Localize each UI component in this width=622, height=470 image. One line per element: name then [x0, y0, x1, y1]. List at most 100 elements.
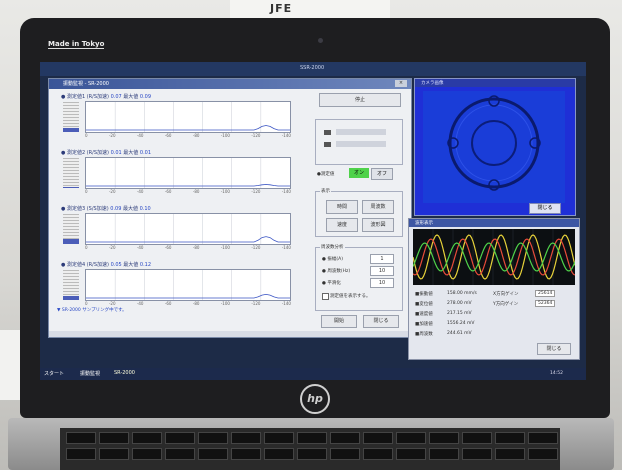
amplitude-select[interactable]: 1: [370, 254, 394, 264]
frequency-button[interactable]: 周波数: [362, 200, 394, 214]
keyboard-key: [363, 448, 393, 460]
channel-row: ● 測定値3 (S/S加速) 0.09 最大値 0.10 0 -20 -40 -60 -8…: [55, 205, 300, 261]
display-group-title: 表示: [320, 188, 331, 194]
channel-max-value: 0.01: [139, 150, 152, 156]
start-button[interactable]: 開始: [321, 315, 357, 328]
close-button[interactable]: 閉じる: [363, 315, 399, 328]
spectrum-plot: [85, 101, 291, 133]
spectrum-trace: [86, 184, 290, 187]
main-window-titlebar: 振動監視 - SR-2000 ×: [49, 79, 411, 89]
status-bar: [49, 331, 411, 337]
camera-view: [423, 91, 565, 203]
readout-value: 278.00 mV: [447, 301, 472, 306]
level-meter-fill: [63, 186, 79, 188]
checkbox-icon[interactable]: [324, 130, 331, 135]
keyboard-key: [528, 448, 558, 460]
keyboard-key: [165, 432, 195, 444]
channel-header: ● 測定値4 (R/S加速) 0.05 最大値 0.12: [61, 261, 151, 268]
keyboard-key: [462, 432, 492, 444]
level-meter: [63, 270, 79, 300]
channel-value: 0.09: [110, 206, 122, 212]
velocity-button[interactable]: 速度: [326, 218, 358, 232]
keyboard-key: [396, 432, 426, 444]
waveform-button[interactable]: 波形図: [362, 218, 394, 232]
main-window: 振動監視 - SR-2000 × ● 測定値1 (R/S加速) 0.07 最大値…: [48, 78, 412, 338]
keyboard-key: [528, 432, 558, 444]
tick-label: -20: [108, 189, 116, 194]
channel-name: ● 測定値2: [61, 150, 86, 156]
desktop-top-bar: SSR-2000: [40, 62, 586, 76]
tick-label: -140: [281, 133, 291, 138]
freq-row-label: ● 振幅(A): [322, 257, 343, 262]
keyboard-key: [429, 448, 459, 460]
tick-label: -20: [108, 133, 116, 138]
channel-value: 0.01: [110, 150, 122, 156]
channel-value: 0.05: [110, 262, 122, 268]
mode-label: ●測定値: [317, 172, 335, 177]
level-meter: [63, 102, 79, 132]
tick-label: -40: [136, 245, 144, 250]
spectrum-trace: [86, 236, 290, 243]
keyboard-key: [495, 432, 525, 444]
tick-label: -80: [192, 133, 200, 138]
tick-label: -100: [220, 133, 230, 138]
keyboard-key: [297, 448, 327, 460]
spectrum-trace: [86, 293, 290, 299]
spectrum-trace: [86, 125, 290, 131]
main-window-title: 振動監視 - SR-2000: [63, 81, 109, 87]
spectrum-svg: [86, 270, 290, 300]
keyboard-key: [165, 448, 195, 460]
tick-label: -40: [136, 133, 144, 138]
channel-header: ● 測定値2 (R/S加速) 0.01 最大値 0.01: [61, 149, 151, 156]
channel-value: 0.07: [110, 94, 122, 100]
tick-label: -60: [164, 301, 172, 306]
level-meter-fill: [63, 127, 79, 132]
camera-window-titlebar: カメラ画像: [415, 79, 575, 87]
frequency-select[interactable]: 10: [370, 266, 394, 276]
waveform-window-titlebar: 波形表示: [409, 219, 579, 227]
spectrum-ticks: 0 -20 -40 -60 -80 -100 -120 -140: [85, 189, 291, 194]
channel-row: ● 測定値4 (R/S加速) 0.05 最大値 0.12 0 -20 -40 -60 -8…: [55, 261, 300, 317]
level-meter: [63, 158, 79, 188]
smoothing-select[interactable]: 10: [370, 278, 394, 288]
time-button[interactable]: 時間: [326, 200, 358, 214]
tick-label: -60: [164, 245, 172, 250]
tick-label: 0: [85, 245, 88, 250]
show-values-checkbox[interactable]: [322, 293, 329, 300]
gain-input[interactable]: 25614: [535, 290, 556, 297]
gain-label: X方向ゲイン: [493, 292, 519, 297]
keyboard-key: [363, 432, 393, 444]
status-message: ▼ SR-2000 サンプリング中です。: [57, 308, 127, 313]
readout-label: ■速度値: [415, 312, 433, 317]
readout-label: ■加速値: [415, 322, 433, 327]
display-group: 表示 時間 周波数 速度 波形図: [315, 188, 403, 237]
toggle-on-button[interactable]: オン: [349, 168, 369, 178]
waveform-close-button[interactable]: 閉じる: [537, 343, 571, 355]
channel-row: ● 測定値1 (R/S加速) 0.07 最大値 0.09 0 -20 -40 -60 -8…: [55, 93, 300, 149]
webcam-icon: [318, 38, 323, 43]
keyboard-key: [330, 448, 360, 460]
spectrum-svg: [86, 158, 290, 188]
close-icon[interactable]: ×: [395, 80, 407, 87]
readout-label: ■周波数: [415, 332, 433, 337]
gain-input[interactable]: 52364: [535, 300, 556, 307]
waveform-window-title: 波形表示: [415, 221, 433, 226]
spectrum-ticks: 0 -20 -40 -60 -80 -100 -120 -140: [85, 301, 291, 306]
taskbar-app[interactable]: 振動監視: [80, 371, 101, 377]
tick-label: -120: [251, 245, 261, 250]
stop-button[interactable]: 停止: [319, 93, 401, 107]
tick-label: -140: [281, 245, 291, 250]
tick-label: -120: [251, 189, 261, 194]
taskbar-app-2[interactable]: SR-2000: [114, 370, 135, 376]
toggle-off-button[interactable]: オフ: [371, 168, 393, 180]
tick-label: 0: [85, 189, 88, 194]
checkbox-icon[interactable]: [324, 142, 331, 147]
camera-close-button[interactable]: 閉じる: [529, 203, 561, 214]
waveform-window: 波形表示 閉じる ■振動値 158.00 mm/s X方向ゲイン 25614 ■変位値 2…: [408, 218, 580, 360]
keyboard-key: [462, 448, 492, 460]
taskbar: スタート 振動監視 SR-2000 14:52: [40, 368, 586, 380]
readout-value: 244.61 mV: [447, 331, 472, 336]
start-button[interactable]: スタート: [44, 371, 65, 377]
keyboard-key: [396, 448, 426, 460]
freq-row-label: ● 平滑化: [322, 281, 341, 286]
